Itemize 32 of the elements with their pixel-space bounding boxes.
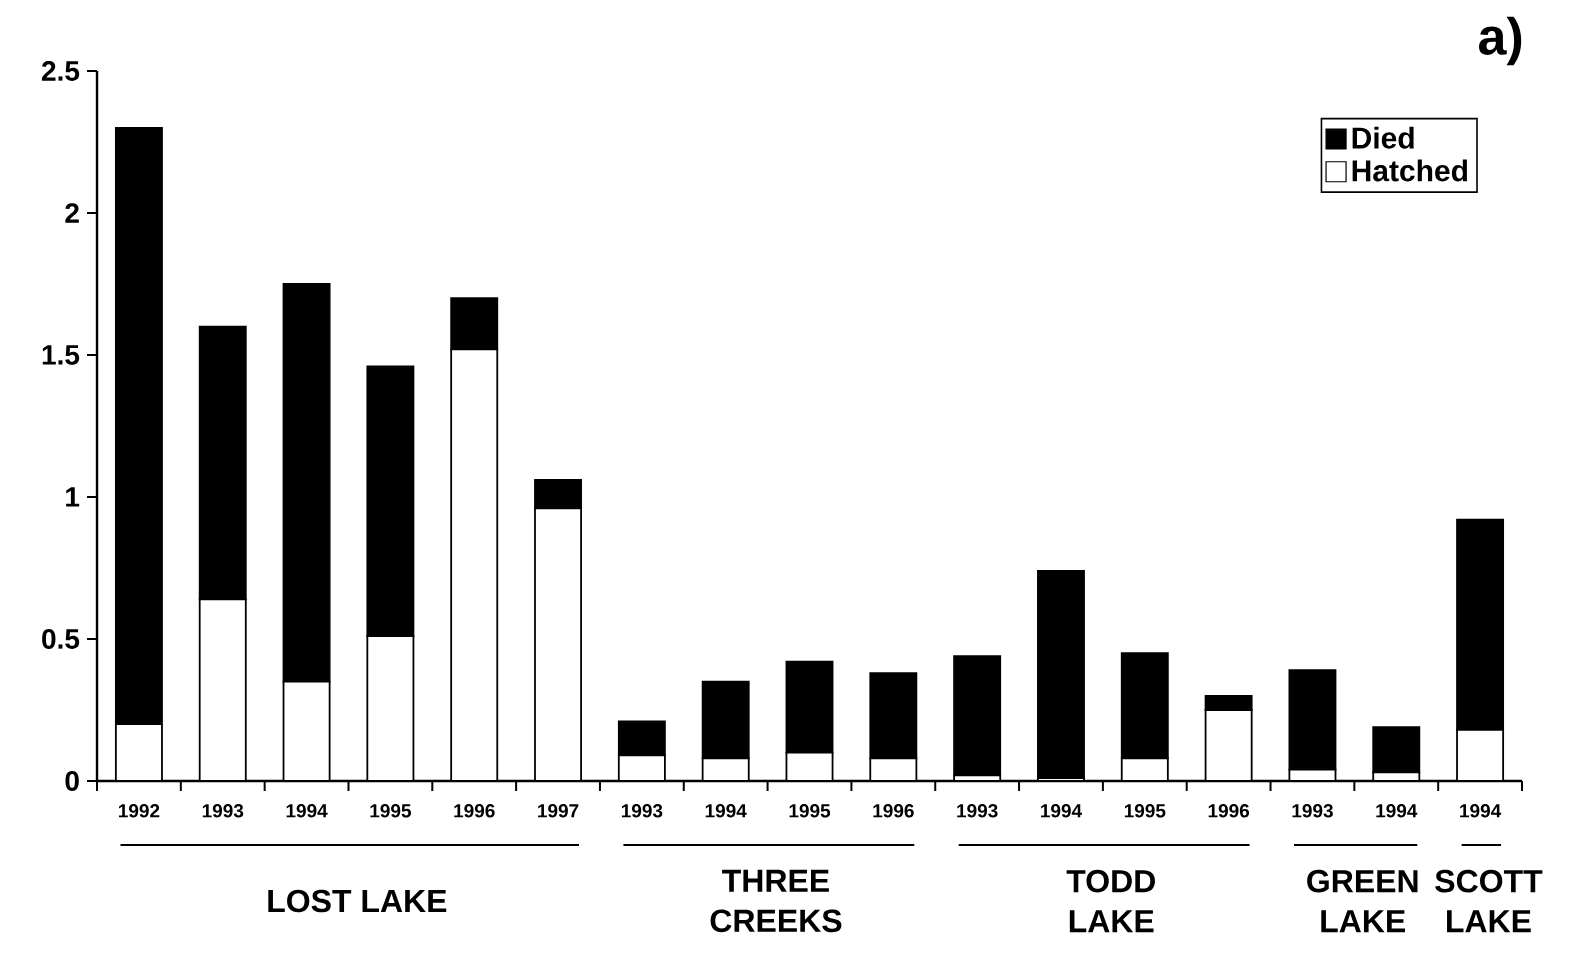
- x-tick-label: 1995: [1124, 804, 1166, 818]
- x-tick-label: 1993: [621, 804, 663, 818]
- x-tick-label: 1995: [789, 804, 831, 818]
- y-tick-label: 2: [65, 203, 79, 223]
- x-tick-label: 1994: [1041, 804, 1083, 818]
- x-tick-label: 1996: [873, 804, 914, 818]
- text: GREEN LAKE: [1307, 869, 1418, 933]
- x-tick-label: 1993: [1292, 804, 1333, 818]
- text: THREE CREEKS: [710, 869, 842, 933]
- x-tick-label: 1992: [118, 804, 160, 818]
- chart-title: a): [1479, 16, 1522, 66]
- y-tick-label: 1: [66, 487, 80, 507]
- legend-label: Died: [1352, 126, 1414, 149]
- x-tick-label: 1994: [1376, 804, 1418, 818]
- text: LOST LAKE: [268, 889, 447, 913]
- text: TODD LAKE: [1066, 869, 1155, 933]
- x-tick-label: 1996: [454, 804, 495, 818]
- y-tick-label: 0.5: [42, 629, 80, 649]
- y-tick-label: 1.5: [42, 345, 80, 365]
- x-tick-label: 1995: [370, 804, 411, 818]
- x-tick-label: 1993: [202, 804, 244, 818]
- x-tick-label: 1994: [286, 804, 328, 818]
- x-tick-label: 1996: [1208, 804, 1250, 818]
- bar: [1037, 569, 1085, 780]
- x-tick-label: 1997: [538, 804, 579, 818]
- y-tick-label: 2.5: [41, 61, 80, 81]
- y-tick-label: 0: [65, 771, 79, 791]
- legend-label: Hatched: [1352, 159, 1468, 182]
- x-tick-label: 1993: [957, 804, 998, 818]
- text: SCOTT LAKE: [1435, 869, 1543, 933]
- x-tick-label: 1994: [705, 804, 747, 818]
- x-tick-label: 1994: [1460, 804, 1502, 818]
